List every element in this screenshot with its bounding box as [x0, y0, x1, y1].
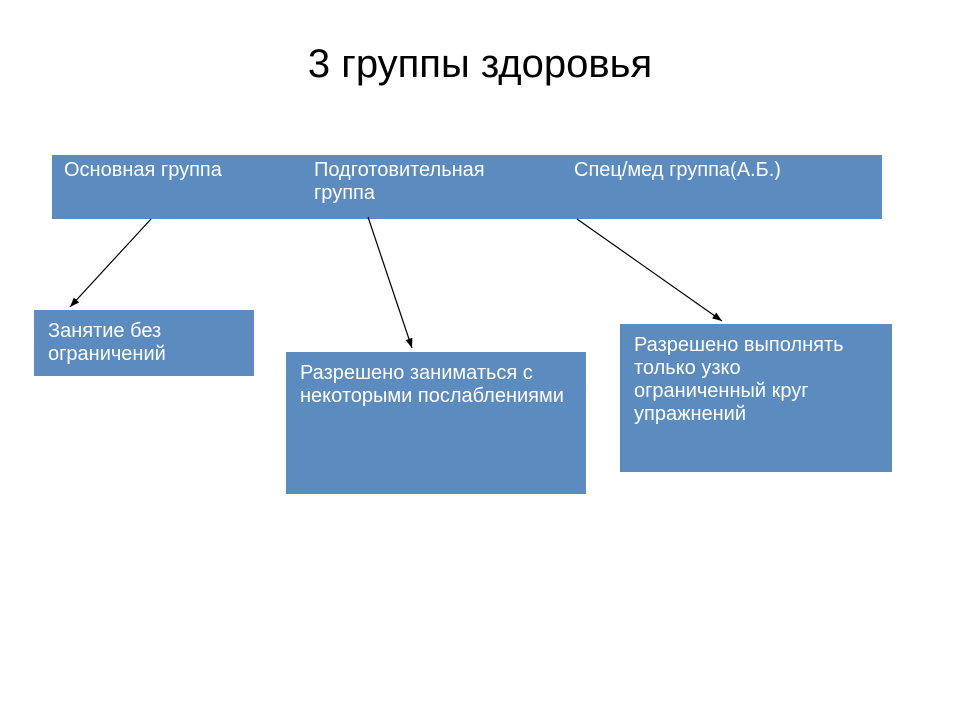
band-col-main: Основная группа: [52, 155, 302, 186]
arrow-prep: [368, 217, 412, 348]
box-main: Занятие без ограничений: [34, 310, 254, 376]
box-prep: Разрешено заниматься с некоторыми послаб…: [286, 352, 586, 494]
arrow-main: [70, 219, 151, 307]
box-spec: Разрешено выполнять только узко ограниче…: [620, 324, 892, 472]
page-title: 3 группы здоровья: [0, 42, 960, 87]
arrow-spec: [577, 219, 722, 321]
band-col-prep: Подготовительная группа: [302, 155, 562, 209]
groups-band: Основная группа Подготовительная группа …: [52, 155, 882, 219]
diagram-stage: 3 группы здоровья Основная группа Подгот…: [0, 0, 960, 720]
band-col-spec: Спец/мед группа(А.Б.): [562, 155, 882, 186]
